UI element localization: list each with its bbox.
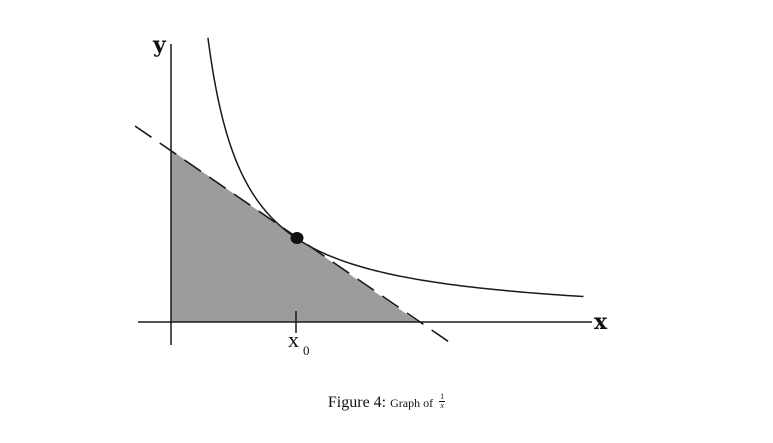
fraction-numerator: 1 — [439, 391, 446, 402]
caption-text: Graph of — [390, 396, 434, 410]
x0-label-subscript: 0 — [303, 343, 310, 358]
caption-prefix: Figure 4: — [327, 394, 387, 411]
y-axis-label: y — [152, 32, 167, 58]
x0-label: x — [288, 327, 299, 352]
tangent-point — [290, 232, 304, 244]
figure-caption: Figure 4: Graph of 1 x — [0, 391, 773, 413]
x-axis-label: x — [594, 309, 608, 335]
caption-fraction: 1 x — [439, 391, 446, 410]
fraction-denominator: x — [440, 400, 444, 410]
